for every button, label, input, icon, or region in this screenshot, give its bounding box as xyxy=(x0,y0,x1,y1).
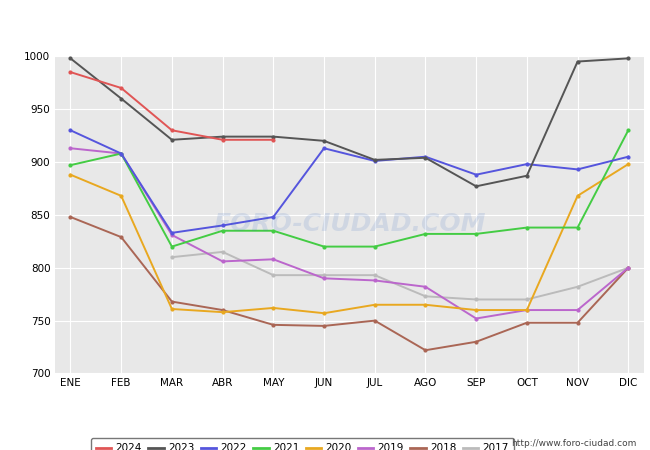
Text: Afiliados en Deifontes a 31/5/2024: Afiliados en Deifontes a 31/5/2024 xyxy=(177,16,473,31)
Text: http://www.foro-ciudad.com: http://www.foro-ciudad.com xyxy=(512,439,637,448)
Text: FORO-CIUDAD.COM: FORO-CIUDAD.COM xyxy=(213,212,486,236)
Legend: 2024, 2023, 2022, 2021, 2020, 2019, 2018, 2017: 2024, 2023, 2022, 2021, 2020, 2019, 2018… xyxy=(90,438,514,450)
